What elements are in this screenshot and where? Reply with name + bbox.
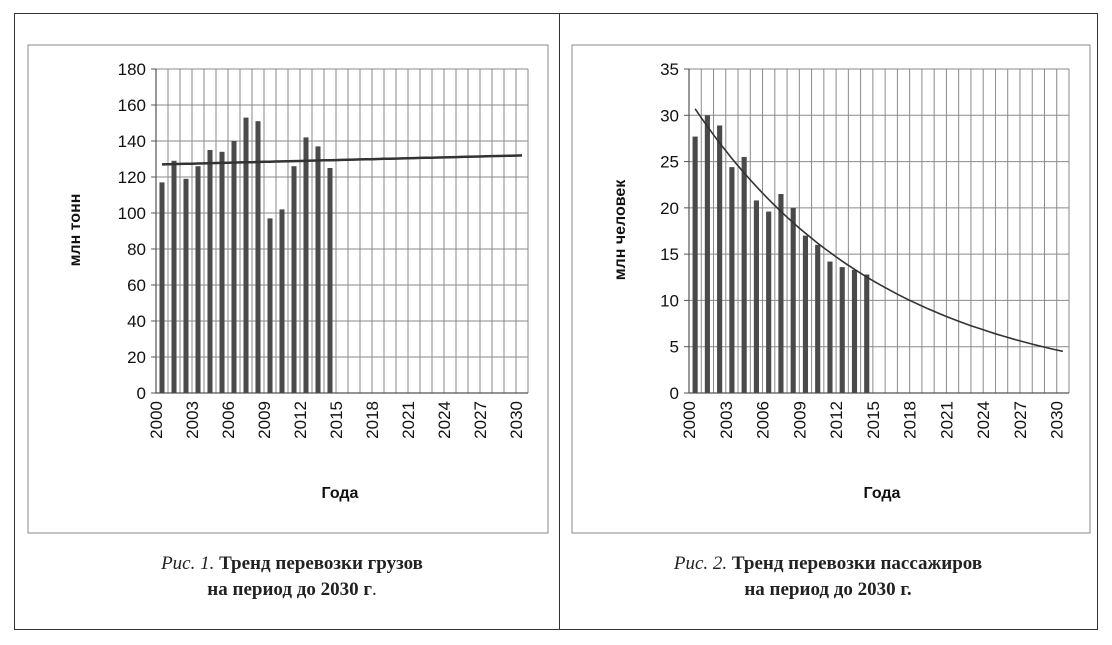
chart2-x-tick-label: 2012 — [827, 401, 846, 439]
chart1-y-tick-label: 40 — [127, 312, 146, 331]
figure2-caption-prefix: Рис. 2. — [673, 553, 728, 574]
chart2-x-tick-label: 2003 — [717, 401, 736, 439]
chart2-bar — [741, 156, 747, 393]
chart1-x-tick-label: 2018 — [363, 401, 382, 439]
chart1-trend-line — [161, 154, 523, 166]
figure1-caption-line2: на период до 2030 г — [207, 579, 372, 600]
chart1-bar — [171, 160, 177, 393]
chart2-bar — [753, 200, 759, 393]
figure1-caption-prefix: Рис. 1. — [161, 553, 215, 574]
chart2-x-axis-label: Года — [864, 485, 901, 502]
chart2-y-tick-label: 5 — [670, 338, 679, 357]
chart2-x-tick-label: 2030 — [1048, 401, 1067, 439]
chart2-bar — [802, 235, 809, 393]
figure1-caption: Рис. 1. Тренд перевозки грузов на период… — [42, 551, 542, 603]
chart1-x-tick-label: 2006 — [219, 401, 238, 439]
chart1-bar — [327, 168, 333, 393]
chart2-bar — [766, 211, 772, 393]
chart1-bar — [279, 209, 285, 393]
chart1-bar — [195, 166, 201, 393]
chart1-bar — [303, 137, 309, 393]
chart2-y-axis-label: млн человек — [612, 179, 629, 281]
chart1-y-tick-label: 80 — [127, 240, 146, 259]
chart2-x-tick-label: 2000 — [680, 401, 699, 439]
chart2-y-tick-label: 30 — [660, 106, 679, 125]
chart2-bar — [692, 136, 698, 393]
figure-frame — [14, 13, 1098, 630]
chart2-trend-line — [694, 108, 1064, 353]
chart1-x-tick-label: 2030 — [507, 401, 526, 439]
chart2-bar — [827, 261, 833, 393]
chart2-bar — [851, 269, 858, 393]
chart1-x-axis-label: Года — [322, 485, 359, 502]
chart2-x-tick-label: 2021 — [937, 401, 956, 439]
chart1-x-tick-label: 2021 — [399, 401, 418, 439]
chart1-x-tick-label: 2009 — [255, 401, 274, 439]
chart2-bar — [815, 244, 821, 393]
chart1-bar — [159, 182, 165, 393]
figure2-caption: Рис. 2. Тренд перевозки пассажиров на пе… — [578, 551, 1078, 603]
chart1-y-tick-label: 180 — [118, 60, 146, 79]
figure1-caption-title: Тренд перевозки грузов — [219, 553, 423, 574]
chart2-x-tick-label: 2015 — [864, 401, 883, 439]
chart2-y-tick-label: 15 — [660, 245, 679, 264]
chart1-plot: 0 20 40 60 80 100 120 140 160 180 2000 2003 2006 2009… — [118, 60, 529, 439]
chart1-x-tick-label: 2012 — [291, 401, 310, 439]
chart2-x-tick-label: 2009 — [790, 401, 809, 439]
chart2-plot: 0 5 10 15 20 25 30 35 2000 2003 2006 2009 2012 2015 20… — [660, 60, 1070, 439]
chart2-x-tick-label: 2027 — [1011, 401, 1030, 439]
chart1-x-tick-label: 2000 — [147, 401, 166, 439]
chart1-bar — [315, 146, 321, 393]
chart1-x-tick-label: 2027 — [471, 401, 490, 439]
figure-divider — [559, 13, 560, 630]
chart1-bar — [231, 141, 237, 393]
chart1-y-tick-label: 0 — [137, 384, 146, 403]
chart2-bar — [729, 167, 735, 393]
chart2-x-tick-label: 2024 — [974, 401, 993, 439]
chart1-y-tick-label: 160 — [118, 96, 146, 115]
chart1-bar — [207, 150, 213, 393]
chart1-x-tick-label: 2003 — [183, 401, 202, 439]
chart1-y-tick-label: 120 — [118, 168, 146, 187]
chart1-y-tick-label: 20 — [127, 348, 146, 367]
chart1-y-tick-label: 100 — [118, 204, 146, 223]
chart2-y-tick-label: 35 — [660, 60, 679, 79]
chart1-bar — [255, 121, 261, 393]
chart2-bar — [778, 193, 784, 393]
chart2-bar — [839, 267, 845, 393]
chart2-bar — [717, 125, 723, 394]
chart2-bar — [790, 207, 796, 393]
figure2-caption-title: Тренд перевозки пассажиров — [731, 553, 983, 574]
chart2-bar — [704, 115, 710, 394]
chart2-x-tick-label: 2006 — [754, 401, 773, 439]
chart2-y-tick-label: 20 — [660, 199, 679, 218]
chart1-bar — [267, 218, 273, 393]
chart2-y-tick-label: 10 — [660, 291, 679, 310]
chart1-bar — [219, 151, 225, 393]
chart1-x-tick-label: 2024 — [435, 401, 454, 439]
chart1-bar — [291, 166, 297, 393]
chart1-bar — [243, 117, 249, 393]
chart2-x-tick-label: 2018 — [901, 401, 920, 439]
figure1-caption-suffix: . — [371, 579, 377, 600]
chart1-y-tick-label: 140 — [118, 132, 146, 151]
chart2-bar — [864, 274, 870, 393]
chart1-y-tick-label: 60 — [127, 276, 146, 295]
chart1-bar — [183, 178, 189, 393]
chart1-x-tick-label: 2015 — [327, 401, 346, 439]
chart1-y-axis-label: млн тонн — [67, 194, 84, 267]
figure2-caption-line2: на период до 2030 г. — [744, 579, 912, 600]
chart2-y-tick-label: 0 — [670, 384, 679, 403]
chart2-y-tick-label: 25 — [660, 153, 679, 172]
